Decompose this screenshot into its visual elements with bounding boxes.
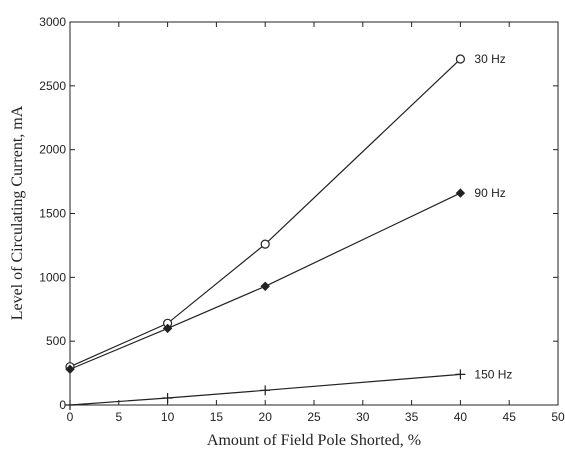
y-axis-ticks: 0 500 1000 1500 2000 2500 3000 — [39, 15, 558, 412]
y-axis-title: Level of Circulating Current, mA — [9, 105, 26, 320]
data-point — [162, 392, 173, 403]
x-tick-label: 20 — [259, 410, 273, 424]
series-line-150-hz — [69, 373, 461, 406]
series-layer — [65, 54, 466, 410]
x-tick-label: 15 — [210, 410, 224, 424]
data-point — [162, 323, 173, 334]
y-tick-label: 2000 — [39, 143, 66, 157]
data-point — [260, 239, 270, 249]
series-150-hz — [65, 369, 466, 410]
x-tick-label: 35 — [405, 410, 419, 424]
series-90-hz — [65, 188, 466, 374]
series-label-150-hz: 150 Hz — [474, 367, 512, 381]
series-line-90-hz — [69, 192, 461, 370]
data-point — [65, 400, 75, 410]
y-tick-label: 3000 — [39, 15, 66, 29]
series-label-90-hz: 90 Hz — [474, 186, 505, 200]
x-axis-ticks: 0 5 10 15 20 25 30 35 40 45 50 — [67, 22, 565, 424]
y-tick-label: 1000 — [39, 270, 66, 284]
y-tick-label: 1500 — [39, 207, 66, 221]
y-tick-label: 0 — [59, 398, 66, 412]
x-tick-label: 10 — [161, 410, 175, 424]
series-label-30-hz: 30 Hz — [474, 52, 505, 66]
x-tick-label: 40 — [454, 410, 468, 424]
x-axis-title: Amount of Field Pole Shorted, % — [207, 432, 421, 449]
y-tick-label: 2500 — [39, 79, 66, 93]
x-tick-label: 45 — [503, 410, 517, 424]
data-point — [455, 54, 465, 64]
series-30-hz — [65, 54, 465, 372]
x-tick-label: 5 — [115, 410, 122, 424]
series-line-30-hz — [69, 58, 461, 368]
x-tick-label: 50 — [551, 410, 565, 424]
data-point — [65, 364, 75, 374]
y-tick-label: 500 — [46, 334, 66, 348]
data-point — [260, 281, 270, 291]
plot-frame — [69, 21, 559, 406]
x-tick-label: 0 — [67, 410, 74, 424]
x-tick-label: 30 — [356, 410, 370, 424]
data-point — [455, 188, 466, 198]
data-point — [260, 385, 271, 396]
data-point — [455, 369, 466, 380]
series-labels: 30 Hz 90 Hz 150 Hz — [474, 52, 512, 381]
x-tick-label: 25 — [307, 410, 321, 424]
